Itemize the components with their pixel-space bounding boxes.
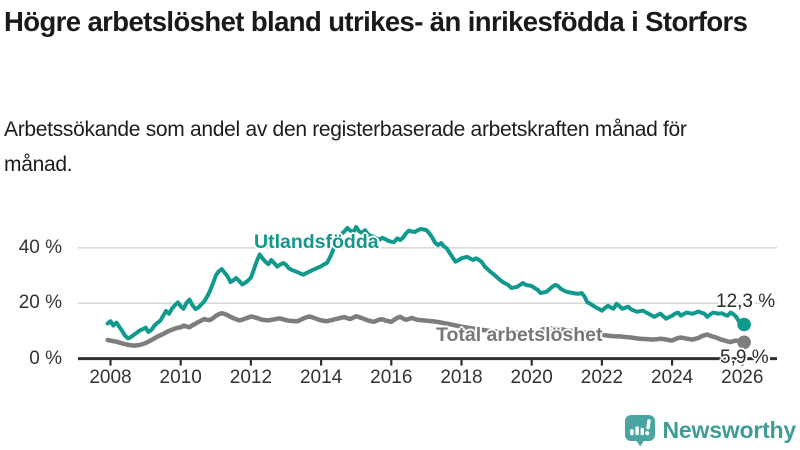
bar-chart-speech-bubble-icon xyxy=(624,415,655,447)
x-tick-label: 2008 xyxy=(89,367,132,388)
page-title: Högre arbetslöshet bland utrikes- än inr… xyxy=(4,6,748,37)
chart-subtitle: Arbetssökande som andel av den registerb… xyxy=(4,118,687,177)
newsworthy-wordmark: Newsworthy xyxy=(662,417,797,443)
newsworthy-logo-link[interactable]: Newsworthy xyxy=(624,414,796,447)
y-tick-label: 20 % xyxy=(18,292,62,314)
x-tick-label: 2024 xyxy=(650,367,694,388)
y-tick-label: 40 % xyxy=(18,236,62,258)
x-tick-label: 2020 xyxy=(510,367,553,388)
x-tick-label: 2010 xyxy=(159,367,202,388)
end-value-label-total: 5,9 % xyxy=(720,347,769,368)
x-tick-label: 2016 xyxy=(370,367,413,388)
x-tick-label: 2022 xyxy=(580,367,624,388)
x-tick-label: 2026 xyxy=(721,367,764,388)
x-tick-label: 2018 xyxy=(440,367,483,388)
series-label-utlandsfodda: Utlandsfödda xyxy=(254,231,379,253)
y-tick-label: 0 % xyxy=(29,347,62,369)
series-label-total-arbetsloshet: Total arbetslöshet xyxy=(436,324,603,346)
x-tick-label: 2014 xyxy=(299,367,343,388)
end-value-label-utlandsfodda: 12,3 % xyxy=(716,291,776,312)
x-tick-label: 2012 xyxy=(229,367,273,388)
